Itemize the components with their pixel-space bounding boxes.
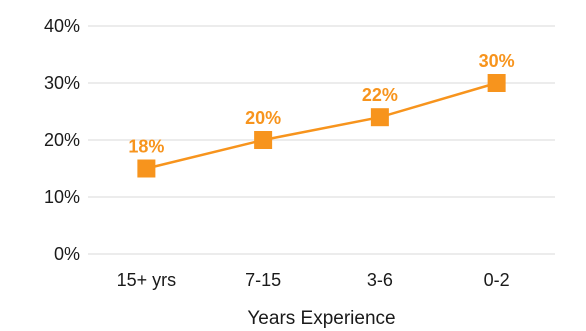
series-line (146, 81, 497, 170)
y-tick-label: 0% (54, 244, 80, 264)
x-tick-label: 7-15 (245, 270, 281, 290)
data-label: 22% (362, 85, 398, 105)
data-labels: 18% 20% 22% 30% (128, 51, 514, 157)
data-point-marker (254, 131, 273, 149)
y-tick-label: 20% (44, 130, 80, 150)
y-tick-label: 40% (44, 16, 80, 36)
series-markers (137, 74, 506, 178)
y-tick-label: 30% (44, 73, 80, 93)
data-point-marker (137, 159, 156, 178)
data-label: 20% (245, 108, 281, 128)
x-tick-label: 0-2 (484, 270, 510, 290)
gridlines (88, 25, 555, 255)
x-tick-label: 15+ yrs (117, 270, 177, 290)
x-axis-ticks: 15+ yrs 7-15 3-6 0-2 (117, 270, 510, 290)
data-label: 30% (479, 51, 515, 71)
data-point-marker (487, 74, 506, 92)
x-axis-title: Years Experience (247, 308, 395, 329)
data-label: 18% (128, 137, 164, 157)
y-tick-label: 10% (44, 187, 80, 207)
y-axis-ticks: 0% 10% 20% 30% 40% (44, 16, 80, 264)
data-point-marker (370, 108, 389, 127)
x-tick-label: 3-6 (367, 270, 393, 290)
series-line-path (146, 81, 497, 170)
